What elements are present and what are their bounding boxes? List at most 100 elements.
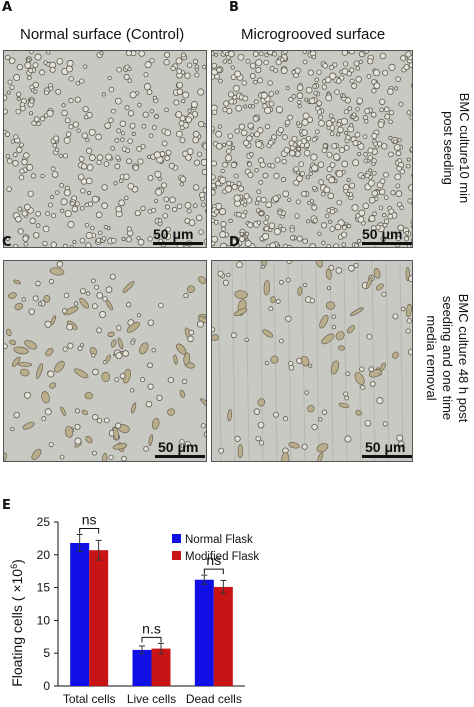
cell-mark bbox=[296, 92, 304, 99]
cell-mark bbox=[48, 86, 54, 91]
cell-mark bbox=[194, 72, 200, 78]
cell-mark bbox=[348, 51, 355, 55]
cell-mark bbox=[403, 236, 410, 242]
cell-mark bbox=[312, 84, 317, 89]
cell-mark bbox=[182, 91, 190, 99]
cell-mark bbox=[252, 79, 258, 85]
bar bbox=[70, 542, 90, 686]
cell-mark bbox=[77, 345, 83, 351]
cell-mark bbox=[137, 102, 142, 108]
cell-mark bbox=[86, 164, 94, 171]
cell-mark bbox=[370, 111, 377, 118]
cell-mark bbox=[355, 66, 361, 71]
cell-mark bbox=[329, 131, 335, 137]
cell-mark bbox=[164, 107, 169, 113]
cell-mark bbox=[48, 441, 54, 448]
cell-mark bbox=[121, 455, 127, 461]
cell-mark bbox=[115, 155, 121, 161]
cell-mark bbox=[329, 72, 337, 80]
cell-mark bbox=[280, 67, 288, 75]
cell-mark bbox=[288, 364, 295, 371]
cell-mark bbox=[28, 308, 35, 315]
cell-mark bbox=[27, 190, 34, 197]
cell-mark bbox=[346, 325, 356, 334]
cell-mark bbox=[134, 210, 141, 217]
cell-mark bbox=[278, 224, 283, 229]
cell-mark bbox=[6, 90, 11, 95]
cell-mark bbox=[258, 157, 264, 164]
cell-mark bbox=[288, 442, 300, 449]
cell-mark bbox=[273, 227, 281, 236]
cell-mark bbox=[309, 298, 315, 304]
cell-mark bbox=[375, 283, 384, 291]
cell-mark bbox=[226, 140, 232, 147]
cell-mark bbox=[354, 131, 361, 138]
cell-mark bbox=[6, 158, 13, 164]
cell-mark bbox=[81, 132, 88, 139]
cell-mark bbox=[74, 423, 81, 430]
cell-mark bbox=[232, 94, 238, 100]
groove-line bbox=[329, 261, 334, 461]
groove-line bbox=[357, 261, 362, 461]
cell-mark bbox=[303, 149, 311, 157]
cell-mark bbox=[167, 376, 174, 384]
cell-mark bbox=[125, 236, 132, 243]
cell-mark bbox=[21, 158, 28, 166]
cell-mark bbox=[151, 125, 157, 130]
cell-mark bbox=[200, 202, 206, 208]
cell-mark bbox=[392, 313, 399, 320]
cell-mark bbox=[395, 183, 401, 189]
scale-bar-a-label: 50 μm bbox=[153, 226, 194, 242]
cell-mark bbox=[5, 54, 11, 61]
cell-mark bbox=[308, 97, 316, 105]
cell-mark bbox=[4, 343, 8, 350]
cell-mark bbox=[219, 231, 227, 238]
cell-mark bbox=[175, 111, 183, 118]
cell-mark bbox=[233, 173, 239, 179]
cell-mark bbox=[270, 296, 276, 304]
cell-mark bbox=[397, 158, 403, 164]
cell-mark bbox=[212, 160, 218, 167]
cell-mark bbox=[84, 223, 90, 228]
cell-mark bbox=[306, 116, 314, 123]
legend-swatch bbox=[172, 551, 181, 560]
cell-mark bbox=[147, 236, 153, 242]
cell-mark bbox=[258, 179, 264, 185]
cell-mark bbox=[99, 51, 104, 56]
cell-mark bbox=[291, 70, 296, 75]
cell-mark bbox=[273, 172, 280, 179]
cell-mark bbox=[330, 117, 336, 123]
cell-mark bbox=[367, 179, 375, 187]
cell-mark bbox=[21, 210, 28, 217]
cell-mark bbox=[140, 377, 146, 383]
cell-mark bbox=[179, 137, 186, 144]
cell-mark bbox=[36, 121, 41, 127]
cell-mark bbox=[222, 59, 227, 64]
cell-mark bbox=[5, 328, 12, 337]
cell-mark bbox=[382, 69, 388, 76]
cell-mark bbox=[267, 139, 274, 146]
cell-mark bbox=[212, 235, 218, 243]
cell-mark bbox=[341, 93, 346, 98]
cell-mark bbox=[219, 176, 227, 184]
cell-mark bbox=[22, 421, 35, 430]
cell-mark bbox=[253, 99, 259, 105]
cell-mark bbox=[330, 360, 340, 375]
cell-mark bbox=[344, 395, 350, 401]
cell-mark bbox=[215, 180, 221, 187]
cell-mark bbox=[367, 147, 374, 154]
cell-mark bbox=[336, 121, 342, 127]
cell-mark bbox=[314, 77, 320, 83]
cell-mark bbox=[296, 357, 303, 364]
cell-mark bbox=[212, 51, 215, 57]
cell-mark bbox=[83, 114, 89, 120]
cell-mark bbox=[186, 208, 192, 214]
cell-mark bbox=[92, 450, 97, 456]
cell-mark bbox=[142, 111, 149, 118]
cell-mark bbox=[121, 237, 126, 242]
cell-mark bbox=[68, 124, 74, 130]
cell-mark bbox=[137, 158, 144, 165]
significance-bracket bbox=[79, 527, 100, 534]
cell-mark bbox=[307, 405, 315, 413]
cell-mark bbox=[379, 98, 386, 106]
